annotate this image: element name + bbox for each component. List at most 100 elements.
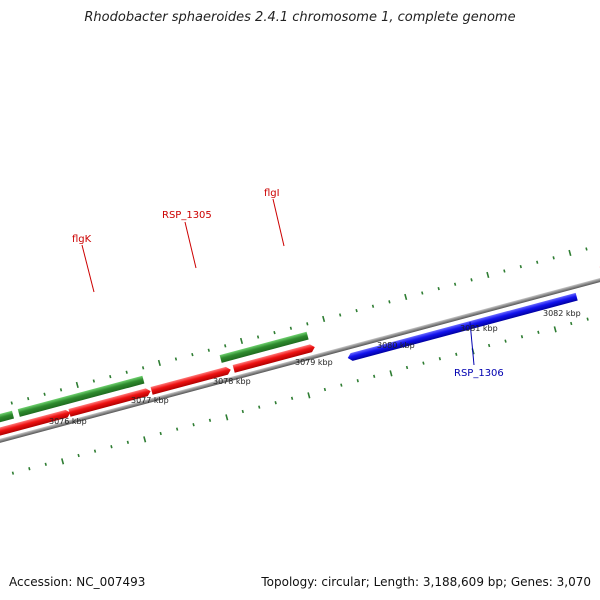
ruler-tick <box>159 431 162 436</box>
ruler-label: 3081 kbp <box>460 324 498 333</box>
forward-tick <box>552 256 555 260</box>
label-leader-RSP_1306 <box>469 321 475 366</box>
ruler-tick <box>258 405 261 409</box>
ruler-tick <box>323 387 327 392</box>
ruler-label: 3078 kbp <box>213 377 251 386</box>
ruler-tick <box>487 343 491 348</box>
gene-arrow-flgI[interactable] <box>219 331 309 363</box>
gene-label-flgK[interactable]: flgK <box>72 234 92 245</box>
forward-tick <box>27 396 30 401</box>
gene-label-flgI[interactable]: flgI <box>264 188 280 199</box>
forward-tick <box>289 326 293 330</box>
ruler-label: 3076 kbp <box>49 417 87 426</box>
label-leader-flgK <box>81 244 95 293</box>
forward-tick <box>371 304 375 308</box>
forward-tick <box>453 282 457 286</box>
ruler-label: 3080 kbp <box>377 341 415 350</box>
forward-tick <box>322 315 326 323</box>
ruler-tick <box>438 357 442 361</box>
forward-tick <box>355 308 358 313</box>
ruler-tick <box>77 453 80 458</box>
forward-tick <box>503 269 506 273</box>
ruler-tick <box>553 326 557 333</box>
forward-tick <box>109 374 112 379</box>
forward-tick <box>157 359 161 367</box>
accession-text: Accession: NC_007493 <box>9 575 146 589</box>
ruler-tick <box>290 396 294 400</box>
forward-tick-track <box>10 247 588 405</box>
ruler-tick <box>422 361 425 365</box>
forward-tick <box>125 370 128 374</box>
forward-tick <box>174 357 178 361</box>
ruler-tick <box>570 321 573 326</box>
gene-arrow-forward[interactable] <box>0 410 15 432</box>
forward-tick <box>59 388 63 392</box>
forward-tick <box>207 348 210 352</box>
ruler-tick <box>11 471 15 475</box>
forward-tick <box>404 293 408 301</box>
genome-summary-text: Topology: circular; Length: 3,188,609 bp… <box>261 575 591 589</box>
ruler-tick <box>175 427 179 431</box>
reverse-gene-track <box>0 249 600 444</box>
ruler-tick <box>126 440 130 444</box>
gene-arrow-RSP_1306[interactable] <box>347 292 578 362</box>
forward-tick <box>519 264 522 269</box>
ruler-label: 3079 kbp <box>295 358 333 367</box>
ruler-tick <box>274 401 277 405</box>
forward-tick <box>141 366 145 370</box>
chromosome-backbone <box>0 260 600 451</box>
forward-gene-track <box>0 331 309 432</box>
ruler-tick <box>208 418 212 422</box>
ruler-tick <box>389 370 393 377</box>
ruler-tick <box>340 383 343 387</box>
ruler-tick <box>504 339 507 343</box>
forward-tick <box>585 247 588 251</box>
position-ruler <box>11 317 589 475</box>
gene-arrow-reverse[interactable] <box>0 409 71 444</box>
ruler-tick <box>455 352 458 356</box>
forward-tick <box>10 401 13 405</box>
label-leader-RSP_1305 <box>184 221 197 269</box>
forward-tick <box>339 313 342 317</box>
ruler-tick <box>225 414 229 421</box>
forward-tick <box>239 337 244 345</box>
forward-tick <box>191 352 194 357</box>
forward-tick <box>437 286 440 291</box>
map-title: Rhodobacter sphaeroides 2.4.1 chromosome… <box>84 10 516 25</box>
ruler-tick <box>110 445 113 449</box>
forward-tick <box>256 335 260 339</box>
gene-label-RSP_1305[interactable]: RSP_1305 <box>162 210 212 221</box>
ruler-tick <box>520 335 524 339</box>
ruler-tick <box>44 462 47 466</box>
gene-arrow-flgK[interactable] <box>17 375 145 417</box>
forward-tick <box>224 344 227 348</box>
forward-tick <box>470 278 473 282</box>
ruler-tick <box>192 423 195 427</box>
forward-tick <box>486 271 490 279</box>
forward-tick <box>388 300 391 304</box>
ruler-label: 3082 kbp <box>543 309 581 318</box>
label-leader-flgI <box>272 198 285 247</box>
gene-arrow-RSP_1305[interactable] <box>150 366 232 395</box>
ruler-tick <box>356 379 359 383</box>
gene-arrow-reverse[interactable] <box>232 343 316 373</box>
forward-tick <box>306 322 309 326</box>
ruler-tick <box>61 458 65 465</box>
forward-tick <box>273 330 276 335</box>
ruler-tick <box>373 374 376 378</box>
ruler-label: 3077 kbp <box>131 396 169 405</box>
gene-label-RSP_1306[interactable]: RSP_1306 <box>454 368 504 379</box>
ruler-tick <box>28 467 31 471</box>
ruler-tick <box>241 409 244 414</box>
ruler-tick <box>405 365 409 370</box>
gene-arrow-reverse[interactable] <box>68 387 151 417</box>
forward-tick <box>421 291 424 295</box>
forward-tick <box>43 392 46 396</box>
forward-tick <box>92 379 96 383</box>
ruler-tick <box>586 317 589 321</box>
ruler-tick <box>93 449 97 453</box>
ruler-tick <box>143 436 147 443</box>
ruler-tick <box>537 330 540 334</box>
